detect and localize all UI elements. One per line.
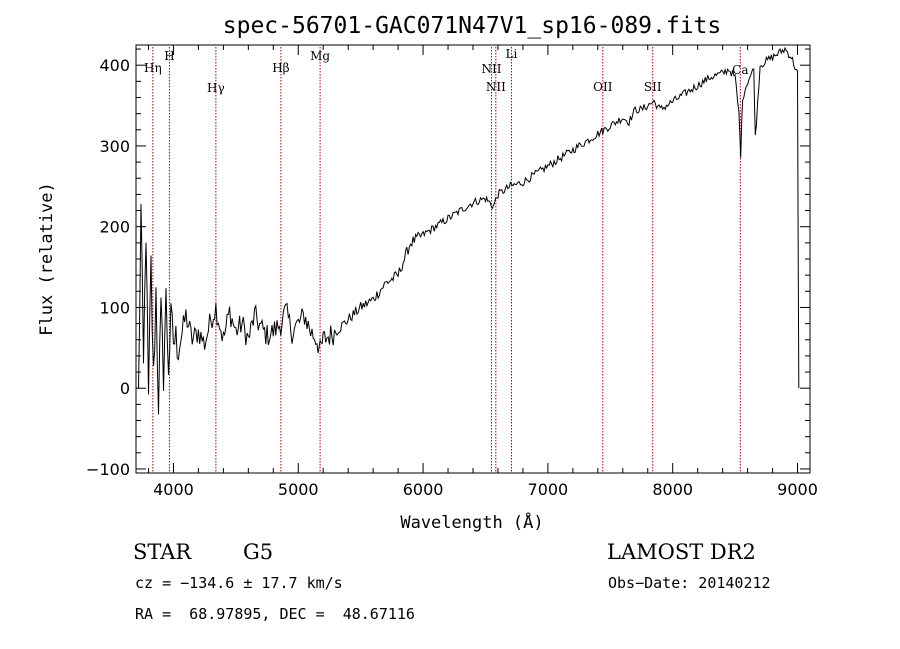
flux-series-line-0 — [138, 46, 800, 415]
spectral-line-label-1: H — [164, 49, 174, 63]
plot-frame — [135, 44, 811, 474]
coordinates: RA = 68.97895, DEC = 48.67116 — [135, 605, 415, 623]
spectral-line-label-9: SII — [644, 80, 662, 94]
y-tick-label--100: −100 — [86, 460, 130, 479]
object-class: STAR — [133, 540, 192, 564]
y-tick-label-0: 0 — [120, 379, 130, 398]
y-tick-label-100: 100 — [99, 298, 130, 317]
spectral-line-label-4: Mg — [310, 49, 330, 63]
y-tick-label-200: 200 — [99, 218, 130, 237]
y-axis-label: Flux (relative) — [37, 182, 57, 336]
spectral-line-label-2: Hγ — [207, 81, 225, 95]
x-tick-label-9000: 9000 — [777, 480, 818, 499]
spectral-line-label-8: OII — [593, 80, 613, 94]
chart-title: spec-56701-GAC071N47V1_sp16-089.fits — [223, 13, 722, 39]
x-tick-label-5000: 5000 — [278, 480, 319, 499]
x-tick-label-4000: 4000 — [153, 480, 194, 499]
x-tick-label-7000: 7000 — [528, 480, 569, 499]
flux-series — [138, 46, 800, 415]
spectral-line-label-0: Hη — [144, 61, 162, 75]
spectral-lines: HηH Hγ Hβ Mg NII NII Li OII SII Ca — [144, 47, 749, 473]
spectral-line-label-3: Hβ — [272, 61, 289, 75]
spectral-line-label-6: NII — [486, 80, 506, 94]
spectral-line-label-10: Ca — [732, 63, 748, 77]
x-tick-label-8000: 8000 — [652, 480, 693, 499]
spectral-line-label-7: Li — [506, 47, 518, 61]
axis-ticks: 4000 5000 6000 7000 8000 9000 −100 0 100 200 300 40… — [86, 45, 818, 499]
y-tick-label-400: 400 — [99, 56, 130, 75]
x-axis-label: Wavelength (Å) — [400, 511, 543, 533]
survey-name: LAMOST DR2 — [607, 540, 756, 564]
cz-value: cz = −134.6 ± 17.7 km/s — [135, 574, 343, 592]
y-tick-label-300: 300 — [99, 137, 130, 156]
obs-date: Obs−Date: 20140212 — [608, 574, 771, 592]
object-subclass: G5 — [243, 540, 274, 564]
spectral-line-label-5: NII — [481, 62, 501, 76]
x-tick-label-6000: 6000 — [403, 480, 444, 499]
